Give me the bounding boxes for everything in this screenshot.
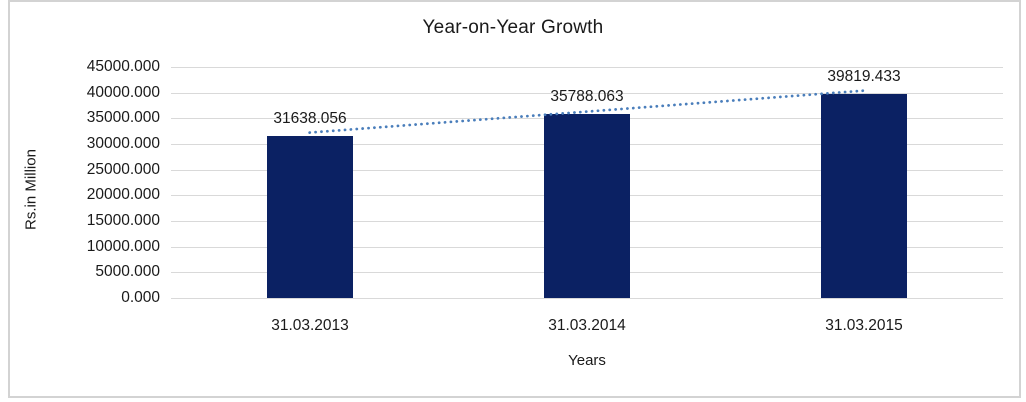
y-tick-label: 40000.000 [86, 84, 160, 101]
x-axis-title: Years [568, 352, 606, 369]
y-tick-label: 15000.000 [86, 212, 160, 229]
data-label: 31638.056 [273, 110, 347, 127]
bar-31.03.2013 [267, 136, 353, 298]
y-tick-label: 25000.000 [86, 161, 160, 178]
y-tick-label: 20000.000 [86, 186, 160, 203]
x-tick-label: 31.03.2014 [548, 317, 626, 334]
y-tick-label: 45000.000 [86, 58, 160, 75]
y-tick-label: 10000.000 [86, 238, 160, 255]
x-tick-label: 31.03.2015 [825, 317, 903, 334]
y-tick-label: 0.000 [121, 289, 160, 306]
bar-31.03.2015 [821, 94, 907, 298]
gridline [171, 298, 1003, 299]
y-tick-label: 30000.000 [86, 135, 160, 152]
x-tick-label: 31.03.2013 [271, 317, 349, 334]
y-axis-title: Rs.in Million [22, 149, 40, 230]
data-label: 39819.433 [827, 68, 901, 85]
bar-31.03.2014 [544, 114, 630, 298]
y-tick-label: 5000.000 [95, 263, 160, 280]
gridline [171, 67, 1003, 68]
data-label: 35788.063 [550, 88, 624, 105]
chart-title: Year-on-Year Growth [422, 17, 604, 38]
y-tick-label: 35000.000 [86, 109, 160, 126]
